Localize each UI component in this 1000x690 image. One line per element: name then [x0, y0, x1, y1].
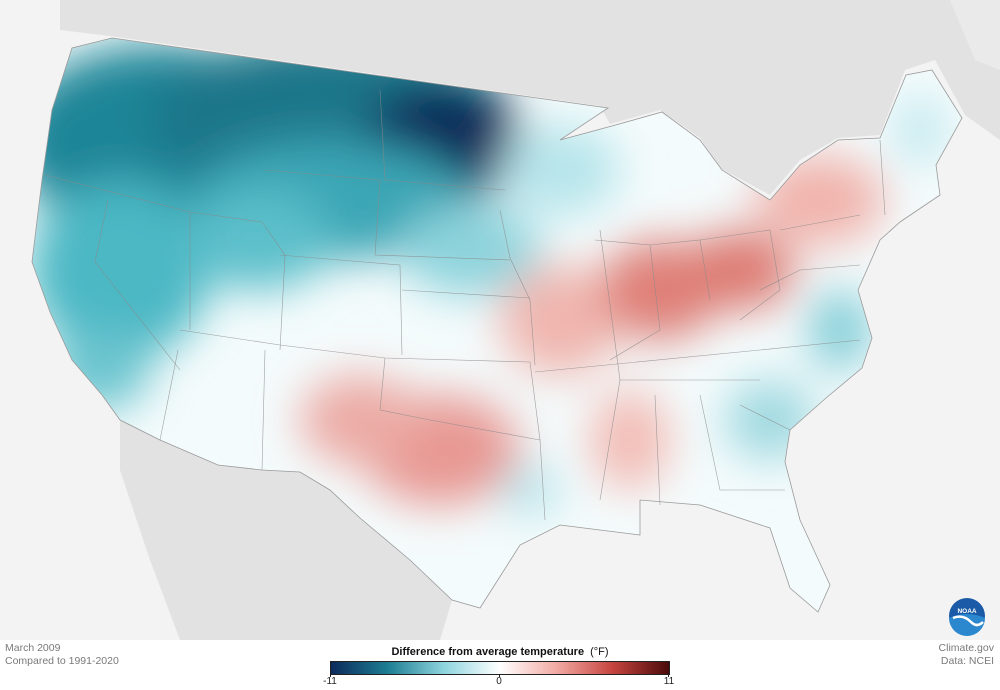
- credit-site: Climate.gov: [938, 642, 994, 654]
- legend-mid-label: 0: [496, 676, 502, 687]
- legend-max-label: 11: [663, 676, 675, 687]
- noaa-logo-icon: NOAA: [949, 598, 985, 636]
- surrounding-land: [60, 0, 1000, 640]
- credits: Climate.gov Data: NCEI: [939, 642, 994, 668]
- us-outline: [31, 37, 963, 613]
- legend-title-text: Difference from average temperature: [391, 646, 585, 658]
- footer: March 2009 Compared to 1991-2020 Differe…: [0, 640, 1000, 690]
- legend-min-label: -11: [323, 676, 337, 687]
- legend-tick-min: [330, 674, 331, 677]
- legend-tick-max: [668, 674, 669, 677]
- period-info: March 2009 Compared to 1991-2020: [5, 642, 119, 668]
- period-month: March 2009: [5, 642, 61, 654]
- legend-unit: (°F): [590, 646, 609, 658]
- period-baseline: Compared to 1991-2020: [5, 655, 119, 667]
- legend-tick-mid: [499, 674, 500, 677]
- state-boundaries: [44, 89, 886, 521]
- legend-title: Difference from average temperature (°F): [330, 646, 670, 658]
- legend-color-bar: [330, 661, 670, 675]
- credit-data: Data: NCEI: [940, 655, 994, 667]
- temperature-anomaly-map: NOAA: [31, 0, 1000, 640]
- noaa-logo-text: NOAA: [957, 608, 976, 615]
